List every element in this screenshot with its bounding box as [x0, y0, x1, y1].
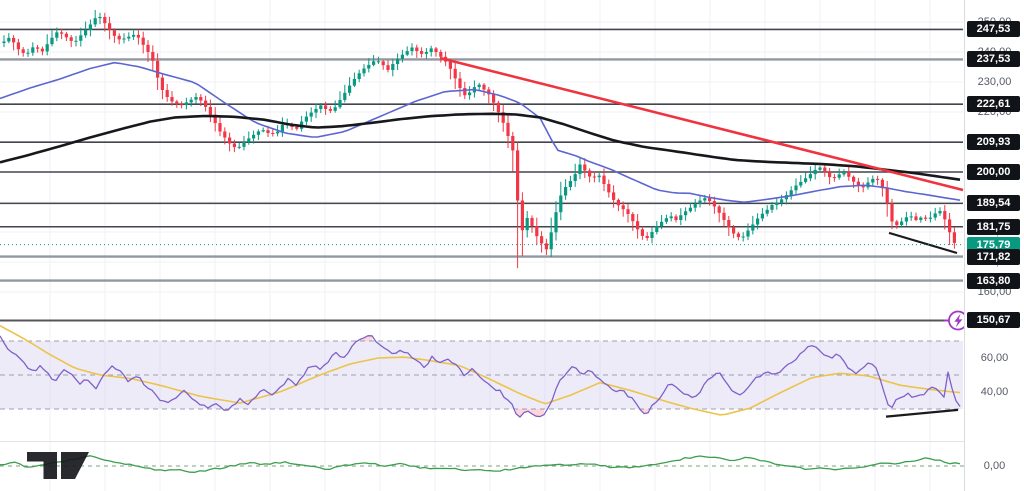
price-tick-160-00: 160,00 — [977, 286, 1012, 298]
level-badge-171-82: 171,82 — [967, 249, 1020, 265]
price-tick-230-00: 230,00 — [977, 76, 1012, 88]
price-support-trendline[interactable] — [888, 231, 958, 255]
ma-fast-blue-line[interactable] — [0, 61, 961, 203]
level-badge-209-93: 209,93 — [967, 134, 1020, 150]
rsi-tick-40-00: 40,00 — [980, 386, 1009, 398]
rsi-tick-60-00: 60,00 — [980, 352, 1009, 364]
lower-indicator-pane — [0, 455, 990, 473]
ma-slow-black-line[interactable] — [0, 112, 961, 181]
tradingview-logo[interactable] — [27, 452, 89, 479]
indicator-tick-0-00: 0,00 — [983, 460, 1006, 472]
level-badge-150-67: 150,67 — [967, 312, 1020, 328]
lower-indicator-line[interactable] — [0, 455, 961, 473]
rsi-pane — [0, 324, 963, 418]
candlestick-series — [2, 9, 956, 269]
level-badge-189-54: 189,54 — [967, 195, 1020, 211]
level-badge-200-00: 200,00 — [967, 164, 1020, 180]
rsi-ma-yellow-line[interactable] — [0, 324, 961, 416]
level-badge-237-53: 237,53 — [967, 51, 1020, 67]
rsi-line[interactable] — [0, 335, 961, 418]
level-badge-247-53: 247,53 — [967, 21, 1020, 37]
price-axis[interactable]: 250,00240,00230,00220,00180,00170,00160,… — [964, 0, 1024, 491]
rsi-trendline[interactable] — [885, 408, 959, 418]
lightning-icon — [954, 313, 963, 328]
level-badge-163-80: 163,80 — [967, 273, 1020, 289]
horizontal-levels[interactable] — [0, 28, 963, 282]
red-downtrend-trendline[interactable] — [439, 56, 964, 192]
level-badge-181-75: 181,75 — [967, 219, 1020, 235]
level-badge-222-61: 222,61 — [967, 96, 1020, 112]
gridlines — [0, 0, 963, 491]
